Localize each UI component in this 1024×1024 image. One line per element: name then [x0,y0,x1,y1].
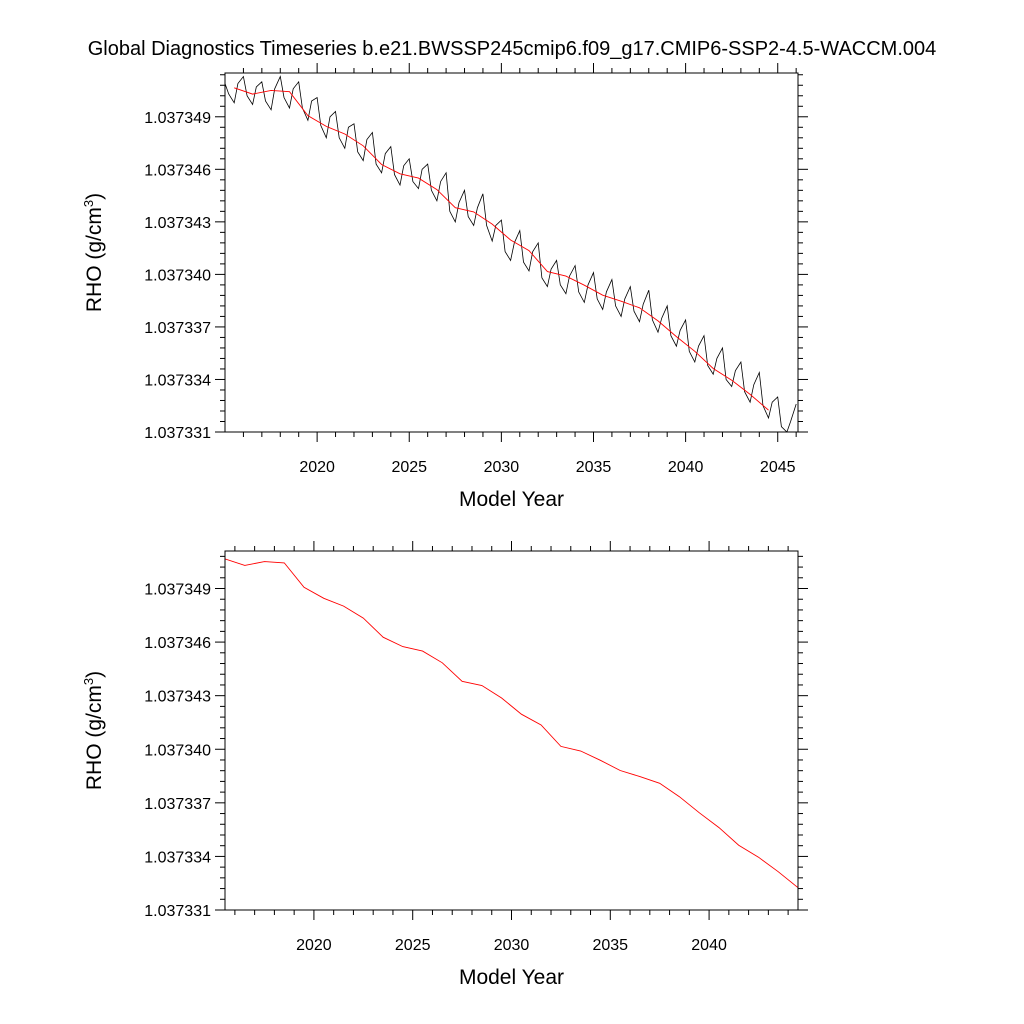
series-line-annual [225,558,798,889]
y-tick-label: 1.037346 [144,162,211,179]
chart-panel-2: 2020 2025 2030 2035 2040 1.037331 1.037334 1.03… [81,541,808,989]
x-tick-label: 2025 [395,937,431,954]
x-tick-label: 2040 [691,937,727,954]
y-tick-label: 1.037340 [144,742,211,759]
y-tick-label: 1.037349 [144,110,211,127]
y-tick-label: 1.037334 [144,849,211,866]
x-tick-label: 2035 [576,459,612,476]
y-tick-label: 1.037331 [144,903,211,920]
x-tick-label: 2030 [494,937,530,954]
series-line-annual [234,87,769,411]
x-tick-label: 2020 [296,937,332,954]
x-tick-label: 2040 [668,459,704,476]
x-axis-title: Model Year [459,966,564,989]
x-axis-title: Model Year [459,488,564,511]
y-tick-label: 1.037337 [144,320,211,337]
y-tick-label: 1.037334 [144,372,211,389]
y-tick-label: 1.037349 [144,582,211,599]
x-tick-label: 2045 [760,459,796,476]
x-tick-label: 2025 [391,459,427,476]
x-tick-label: 2035 [592,937,628,954]
series-line-monthly [225,75,797,432]
x-tick-label: 2030 [484,459,520,476]
x-tick-label: 2020 [299,459,335,476]
y-tick-label: 1.037331 [144,425,211,442]
figure-title: Global Diagnostics Timeseries b.e21.BWSS… [87,38,937,60]
y-axis-title: RHO (g/cm3) [81,193,106,312]
y-tick-label: 1.037346 [144,635,211,652]
y-tick-label: 1.037343 [144,689,211,706]
y-tick-label: 1.037337 [144,796,211,813]
y-axis-title: RHO (g/cm3) [81,671,106,790]
chart-panel-1: 2020 2025 2030 2035 2040 2045 1.037331 1.037334… [81,63,808,511]
y-tick-label: 1.037340 [144,267,211,284]
plot-frame [224,72,799,433]
plot-frame [224,550,799,911]
y-tick-label: 1.037343 [144,215,211,232]
